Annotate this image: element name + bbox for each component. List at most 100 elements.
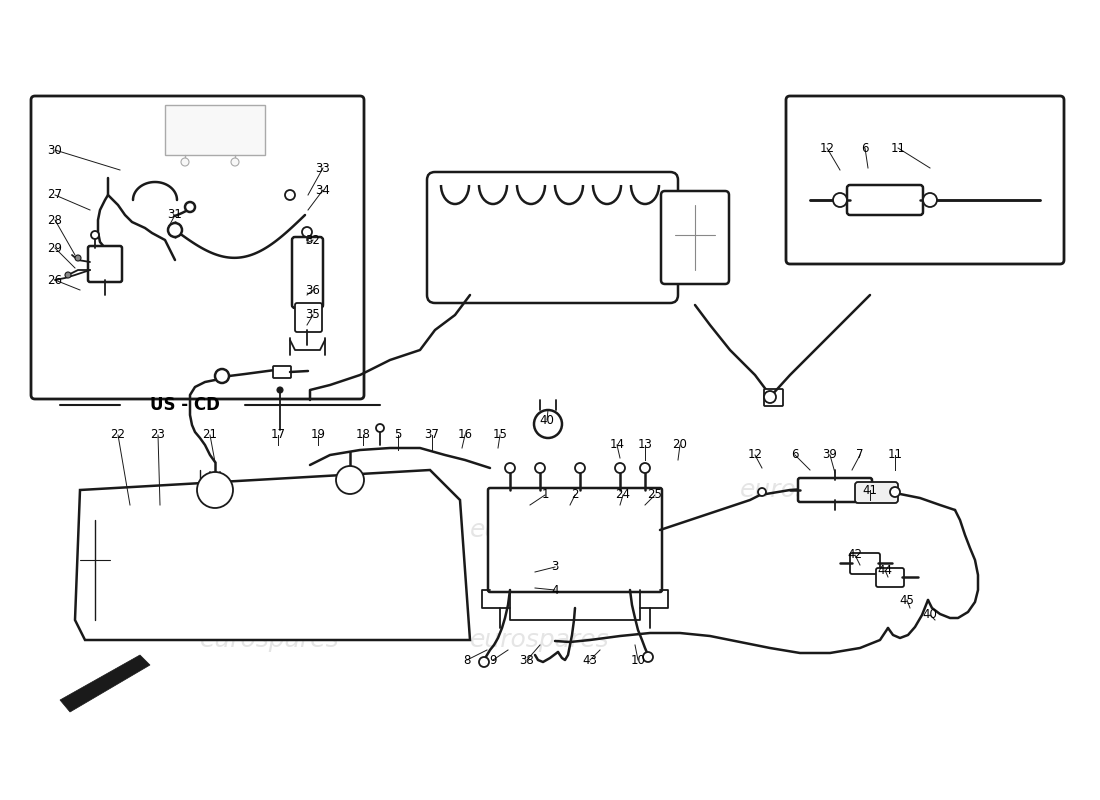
Circle shape (285, 190, 295, 200)
FancyBboxPatch shape (427, 172, 678, 303)
Circle shape (376, 424, 384, 432)
Text: 6: 6 (791, 449, 799, 462)
Circle shape (168, 223, 182, 237)
Text: 12: 12 (748, 449, 762, 462)
Text: 23: 23 (151, 429, 165, 442)
Circle shape (644, 652, 653, 662)
Text: 7: 7 (856, 449, 864, 462)
Polygon shape (75, 470, 470, 640)
Text: 40: 40 (923, 609, 937, 622)
Text: 35: 35 (306, 309, 320, 322)
Text: 31: 31 (167, 209, 183, 222)
FancyBboxPatch shape (764, 389, 783, 406)
Circle shape (615, 463, 625, 473)
FancyBboxPatch shape (31, 96, 364, 399)
Text: 43: 43 (583, 654, 597, 666)
Text: 15: 15 (493, 429, 507, 442)
FancyBboxPatch shape (786, 96, 1064, 264)
Text: 44: 44 (878, 563, 892, 577)
FancyBboxPatch shape (855, 482, 898, 503)
FancyBboxPatch shape (847, 185, 923, 215)
Circle shape (575, 463, 585, 473)
Text: 10: 10 (630, 654, 646, 666)
Circle shape (890, 487, 900, 497)
Text: 4: 4 (551, 583, 559, 597)
Text: 38: 38 (519, 654, 535, 666)
Text: eurospares: eurospares (470, 628, 609, 652)
Text: 40: 40 (540, 414, 554, 426)
FancyBboxPatch shape (295, 303, 322, 332)
FancyBboxPatch shape (292, 237, 323, 308)
Circle shape (336, 466, 364, 494)
Text: eurospares: eurospares (470, 518, 609, 542)
Circle shape (214, 369, 229, 383)
Circle shape (923, 193, 937, 207)
Text: 9: 9 (490, 654, 497, 666)
Text: 26: 26 (47, 274, 63, 286)
Circle shape (833, 193, 847, 207)
Circle shape (91, 231, 99, 239)
FancyBboxPatch shape (488, 488, 662, 592)
Text: eurospares: eurospares (740, 478, 880, 502)
Text: 27: 27 (47, 189, 63, 202)
FancyBboxPatch shape (876, 568, 904, 587)
Text: 5: 5 (394, 429, 402, 442)
FancyBboxPatch shape (661, 191, 729, 284)
FancyBboxPatch shape (273, 366, 292, 378)
Text: 20: 20 (672, 438, 688, 451)
Circle shape (65, 272, 72, 278)
Text: 19: 19 (310, 429, 326, 442)
Text: 34: 34 (316, 183, 330, 197)
Text: 17: 17 (271, 429, 286, 442)
FancyBboxPatch shape (850, 553, 880, 574)
Text: eurospares: eurospares (200, 518, 340, 542)
Circle shape (764, 391, 776, 403)
Circle shape (75, 255, 81, 261)
Text: 8: 8 (463, 654, 471, 666)
Circle shape (505, 463, 515, 473)
Text: 13: 13 (638, 438, 652, 451)
Text: 39: 39 (823, 449, 837, 462)
Text: 18: 18 (355, 429, 371, 442)
Text: eurospares: eurospares (200, 628, 340, 652)
Circle shape (231, 158, 239, 166)
Text: 11: 11 (891, 142, 905, 154)
Text: 3: 3 (551, 561, 559, 574)
Text: 29: 29 (47, 242, 63, 254)
Circle shape (182, 158, 189, 166)
Text: 36: 36 (306, 283, 320, 297)
Circle shape (534, 410, 562, 438)
Circle shape (640, 463, 650, 473)
Text: 32: 32 (306, 234, 320, 246)
Text: 14: 14 (609, 438, 625, 451)
Circle shape (478, 657, 490, 667)
Text: 11: 11 (888, 449, 902, 462)
Text: 37: 37 (425, 429, 439, 442)
Text: US - CD: US - CD (150, 396, 220, 414)
FancyBboxPatch shape (88, 246, 122, 282)
Text: 42: 42 (847, 549, 862, 562)
Text: 41: 41 (862, 483, 878, 497)
Text: 21: 21 (202, 429, 218, 442)
Circle shape (197, 472, 233, 508)
Text: 16: 16 (458, 429, 473, 442)
Text: 30: 30 (47, 143, 63, 157)
Bar (165, 105, 265, 155)
Polygon shape (60, 655, 150, 712)
Text: 33: 33 (316, 162, 330, 174)
Circle shape (302, 227, 312, 237)
Circle shape (185, 202, 195, 212)
Text: 28: 28 (47, 214, 63, 226)
Text: 1: 1 (541, 489, 549, 502)
Text: 22: 22 (110, 429, 125, 442)
Text: 45: 45 (900, 594, 914, 606)
FancyBboxPatch shape (798, 478, 872, 502)
Text: 6: 6 (861, 142, 869, 154)
Text: 25: 25 (648, 489, 662, 502)
Text: 12: 12 (820, 142, 835, 154)
Text: 24: 24 (616, 489, 630, 502)
Text: 2: 2 (571, 489, 579, 502)
Circle shape (535, 463, 544, 473)
Circle shape (277, 387, 283, 393)
Circle shape (758, 488, 766, 496)
